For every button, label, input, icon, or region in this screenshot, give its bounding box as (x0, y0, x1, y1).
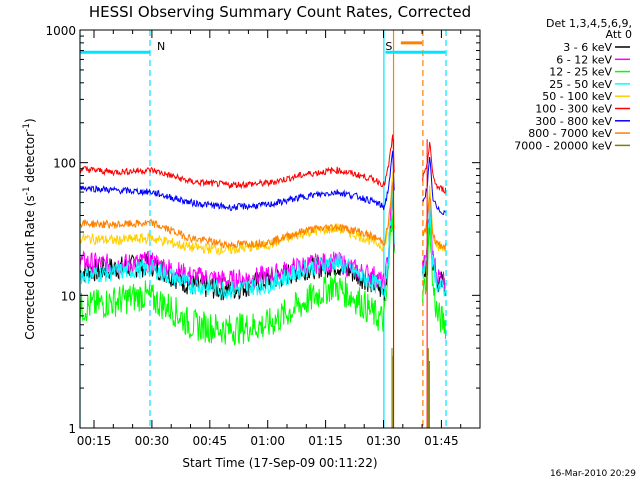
y-axis-label: Corrected Count Rate (s-1 detector-1) (22, 118, 37, 339)
legend-entry-label: 3 - 6 keV (563, 41, 612, 54)
series-line-3 (79, 211, 447, 346)
y-tick-label: 1000 (45, 24, 76, 38)
series-line-8 (79, 182, 447, 250)
x-tick-label: 00:30 (135, 434, 170, 448)
y-tick-label: 100 (53, 157, 76, 171)
x-axis-label: Start Time (17-Sep-09 00:11:22) (182, 456, 377, 470)
x-tick-label: 01:30 (366, 434, 401, 448)
footer-timestamp: 16-Mar-2010 20:29 (550, 469, 636, 479)
flag-label: S (385, 40, 392, 53)
x-tick-label: 01:15 (308, 434, 343, 448)
plot-frame (79, 29, 481, 429)
x-tick-label: 00:15 (77, 434, 112, 448)
y-tick-label: 10 (61, 289, 76, 303)
legend-header-line-1: Det 1,3,4,5,6,9, (546, 17, 632, 30)
legend-entry-label: 25 - 50 keV (549, 78, 612, 91)
legend-entry-label: 800 - 7000 keV (528, 127, 612, 140)
x-tick-label: 00:45 (193, 434, 228, 448)
y-tick-label: 1 (68, 422, 76, 436)
axes: 00:15 00:30 00:45 01:00 01:15 01:30 01:45 1 10 10… (45, 24, 480, 448)
flag-label: N (157, 40, 165, 53)
series-line-9 (391, 348, 430, 428)
series-line-6 (79, 134, 447, 194)
legend-entry-label: 50 - 100 keV (542, 90, 612, 103)
legend-entry-label: 100 - 300 keV (535, 103, 612, 116)
legend-header-line-2: Att 0 (606, 28, 632, 41)
x-tick-label: 01:00 (250, 434, 285, 448)
chart-title: HESSI Observing Summary Count Rates, Cor… (89, 3, 471, 21)
legend-entry-label: 7000 - 20000 keV (514, 139, 612, 152)
series-line-4 (79, 179, 447, 300)
legend-entry-label: 6 - 12 keV (556, 53, 612, 66)
legend-entry-label: 12 - 25 keV (549, 66, 612, 79)
legend-entry-label: 300 - 800 keV (535, 115, 612, 128)
series-line-7 (79, 150, 446, 216)
x-tick-label: 01:45 (424, 434, 459, 448)
